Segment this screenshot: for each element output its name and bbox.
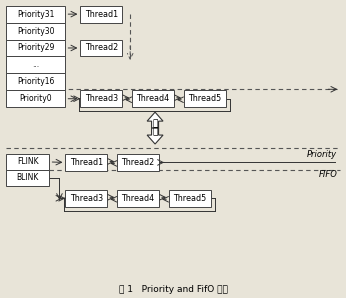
Text: Thread5: Thread5 — [173, 194, 207, 203]
Text: Thread2: Thread2 — [85, 44, 118, 52]
Bar — [65, 190, 107, 207]
Bar — [6, 6, 65, 23]
Text: Thread5: Thread5 — [188, 94, 221, 103]
Text: FIFO: FIFO — [318, 170, 337, 179]
Bar — [80, 6, 122, 23]
Text: Thread3: Thread3 — [85, 94, 118, 103]
Text: Thread1: Thread1 — [70, 158, 103, 167]
Bar — [117, 190, 159, 207]
Text: Thread3: Thread3 — [70, 194, 103, 203]
Bar — [117, 154, 159, 171]
Bar — [6, 90, 65, 107]
Bar — [80, 90, 122, 107]
Text: Thread4: Thread4 — [137, 94, 170, 103]
Text: 下: 下 — [152, 128, 158, 136]
Bar — [132, 90, 174, 107]
Polygon shape — [147, 112, 163, 128]
Bar — [6, 170, 49, 186]
Text: Priority30: Priority30 — [17, 27, 54, 35]
Bar — [6, 40, 65, 56]
Text: Priority0: Priority0 — [19, 94, 52, 103]
Polygon shape — [147, 128, 163, 144]
Bar — [6, 23, 65, 40]
Bar — [169, 190, 211, 207]
Text: Priority: Priority — [307, 150, 337, 159]
Text: FLINK: FLINK — [17, 157, 38, 167]
Text: BLINK: BLINK — [16, 173, 39, 182]
Text: Priority31: Priority31 — [17, 10, 54, 19]
Bar — [80, 40, 122, 56]
Bar — [6, 73, 65, 90]
Text: Thread4: Thread4 — [121, 194, 155, 203]
Text: Thread1: Thread1 — [85, 10, 118, 19]
Text: Thread2: Thread2 — [121, 158, 155, 167]
Text: 图 1   Priority and FifO 实现: 图 1 Priority and FifO 实现 — [119, 285, 227, 294]
Text: Priority16: Priority16 — [17, 77, 54, 86]
Text: ...: ... — [32, 60, 39, 69]
Text: 上: 上 — [152, 119, 158, 129]
Bar — [65, 154, 107, 171]
Bar — [6, 154, 49, 170]
Bar — [6, 56, 65, 73]
Bar — [184, 90, 226, 107]
Text: Priority29: Priority29 — [17, 44, 54, 52]
